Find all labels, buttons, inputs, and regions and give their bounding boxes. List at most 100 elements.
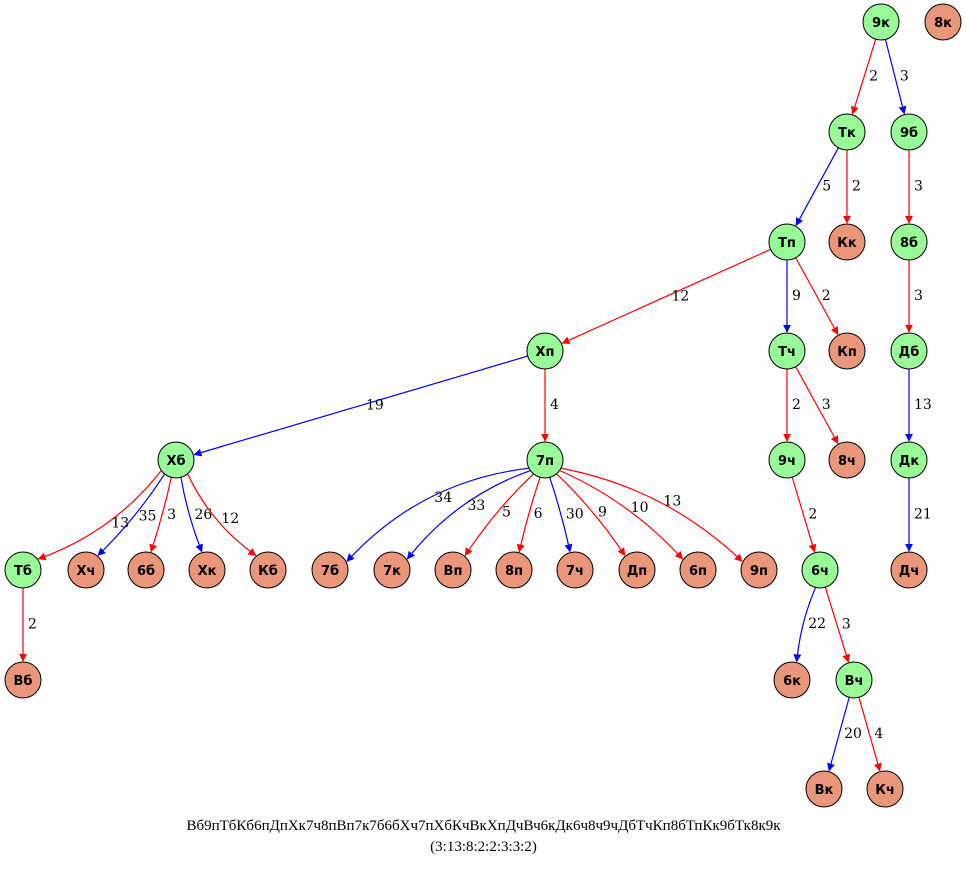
edge-7p-to-vp <box>464 473 534 557</box>
node-xp: Хп <box>526 332 564 370</box>
edge-label-9b-to-8b: 3 <box>914 179 923 195</box>
node-circle-8ch <box>828 441 866 479</box>
edge-9k-root-to-tk <box>850 39 877 115</box>
node-vb: Вб <box>4 661 42 699</box>
edge-label-vch-to-vk: 20 <box>844 726 862 742</box>
edge-xb-to-tb <box>37 470 162 561</box>
edge-label-xb-to-xch: 35 <box>139 509 157 525</box>
node-circle-db <box>890 332 928 370</box>
node-9b: 9б <box>890 113 928 151</box>
node-6ch: 6ч <box>801 551 839 589</box>
node-label-dk: Дк <box>899 454 920 469</box>
node-label-dch: Дч <box>899 564 920 579</box>
edge-7p-to-7k <box>406 469 531 560</box>
node-label-7ch: 7ч <box>566 564 584 579</box>
node-label-9b: 9б <box>900 126 918 141</box>
node-label-6b: 6б <box>137 564 155 579</box>
edge-9ch-to-6ch <box>791 477 817 553</box>
edge-label-7p-to-dp: 9 <box>598 505 607 521</box>
node-8p: 8п <box>495 551 533 589</box>
edge-label-tp-to-xp: 12 <box>671 288 689 304</box>
node-circle-vk <box>805 770 843 808</box>
node-label-vk: Вк <box>815 783 834 798</box>
node-label-xb: Хб <box>166 454 185 469</box>
node-kp: Кп <box>828 332 866 370</box>
node-circle-tb <box>4 551 42 589</box>
edge-label-tp-to-tch: 9 <box>792 288 801 304</box>
edge-vch-to-vk <box>827 697 850 772</box>
edge-xb-to-6b <box>149 477 172 553</box>
node-circle-7p <box>526 441 564 479</box>
edge-label-dk-to-dch: 21 <box>914 507 932 523</box>
node-label-9p: 9п <box>750 564 768 579</box>
edge-xb-to-xch <box>97 473 166 556</box>
node-circle-xch <box>67 551 105 589</box>
node-label-xch: Хч <box>77 564 96 579</box>
node-circle-9k-root <box>862 3 900 41</box>
node-vk: Вк <box>805 770 843 808</box>
node-circle-kk <box>828 223 866 261</box>
edge-label-xb-to-6b: 3 <box>167 507 176 523</box>
edge-label-vch-to-kch: 4 <box>874 726 883 742</box>
edge-label-7p-to-8p: 6 <box>534 506 543 522</box>
edge-label-tk-to-kk: 2 <box>852 179 861 195</box>
node-label-db: Дб <box>899 345 920 360</box>
edge-label-7p-to-7b: 34 <box>434 490 452 506</box>
node-label-kch: Кч <box>875 783 895 798</box>
node-label-xk: Хк <box>198 564 217 579</box>
edge-label-9ch-to-6ch: 2 <box>808 507 817 523</box>
edge-7p-to-8p <box>516 477 541 553</box>
node-6b: 6б <box>127 551 165 589</box>
node-8ch: 8ч <box>828 441 866 479</box>
node-circle-vp <box>434 551 472 589</box>
edge-9k-root-to-9b <box>884 39 907 115</box>
edge-label-xp-to-xb: 19 <box>366 397 384 413</box>
node-circle-dp <box>618 551 656 589</box>
node-label-tb: Тб <box>14 564 32 579</box>
edge-label-7p-to-7k: 33 <box>467 498 485 514</box>
node-circle-xk <box>188 551 226 589</box>
node-7ch: 7ч <box>556 551 594 589</box>
node-6p: 6п <box>679 551 717 589</box>
edge-label-tk-to-tp: 5 <box>822 179 831 195</box>
node-label-8p: 8п <box>505 564 523 579</box>
node-label-kp: Кп <box>837 345 857 360</box>
node-circle-tp <box>768 223 806 261</box>
node-9k-root: 9к <box>862 3 900 41</box>
node-label-kk: Кк <box>837 236 857 251</box>
node-label-vch: Вч <box>845 674 864 689</box>
edge-xp-to-xb <box>193 355 528 457</box>
node-9p: 9п <box>740 551 778 589</box>
edge-tch-to-8ch <box>795 366 839 445</box>
node-label-6p: 6п <box>689 564 707 579</box>
node-circle-6k <box>773 661 811 699</box>
edge-7p-to-dp <box>556 473 626 557</box>
node-7k: 7к <box>373 551 411 589</box>
edge-label-tp-to-kp: 2 <box>822 288 831 304</box>
node-label-9ch: 9ч <box>778 454 796 469</box>
node-tch: Тч <box>768 332 806 370</box>
node-label-vb: Вб <box>14 674 33 689</box>
edge-7p-to-6p <box>559 469 684 560</box>
node-label-xp: Хп <box>535 345 554 360</box>
edge-label-db-to-dk: 13 <box>914 397 932 413</box>
edge-label-6ch-to-vch: 3 <box>842 617 851 633</box>
node-circle-kb <box>249 551 287 589</box>
node-label-8ch: 8ч <box>838 454 856 469</box>
node-kb: Кб <box>249 551 287 589</box>
node-circle-7k <box>373 551 411 589</box>
edge-6ch-to-vch <box>824 587 851 663</box>
node-label-8b: 8б <box>900 236 918 251</box>
node-circle-8k <box>924 3 962 41</box>
edge-7p-to-7b <box>346 467 530 562</box>
node-tp: Тп <box>768 223 806 261</box>
node-dk: Дк <box>890 441 928 479</box>
edge-label-7p-to-6p: 10 <box>631 500 649 516</box>
edge-7p-to-7ch <box>549 477 573 553</box>
edge-label-xb-to-tb: 13 <box>111 516 129 532</box>
node-kk: Кк <box>828 223 866 261</box>
edge-xb-to-kb <box>187 473 257 556</box>
edge-xb-to-xk <box>180 477 203 553</box>
